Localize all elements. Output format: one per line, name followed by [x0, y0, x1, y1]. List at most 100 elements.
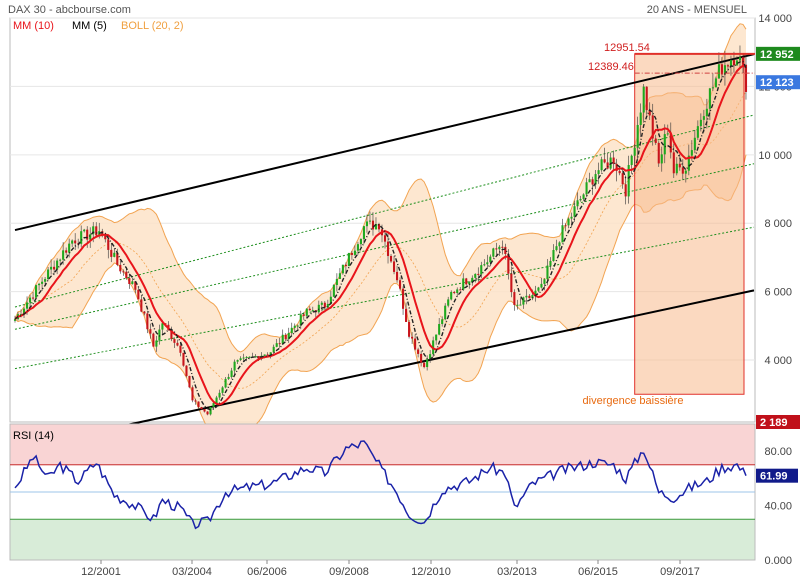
- candle-body: [38, 283, 41, 286]
- rsi-tick-label: 0.000: [764, 555, 792, 567]
- level-label: 12389.46: [588, 61, 634, 73]
- candle-body: [209, 406, 212, 415]
- candle-body: [143, 311, 146, 314]
- candle-body: [98, 231, 101, 236]
- candle-body: [627, 165, 630, 197]
- candle-body: [645, 86, 648, 111]
- candle-body: [411, 336, 414, 339]
- candle-body: [158, 329, 161, 341]
- candle-body: [639, 112, 642, 125]
- candle-body: [170, 330, 173, 340]
- candle-body: [230, 370, 233, 377]
- candle-body: [368, 220, 372, 222]
- candle-body: [374, 223, 378, 230]
- candle-body: [438, 323, 441, 335]
- candle-body: [501, 246, 504, 248]
- candle-body: [212, 403, 215, 407]
- candle-body: [323, 302, 326, 308]
- candle-body: [474, 273, 477, 278]
- price-tick-label: 10 000: [758, 150, 792, 162]
- candle-body: [441, 319, 444, 324]
- candle-body: [218, 392, 221, 398]
- candle-body: [155, 340, 158, 347]
- candle-body: [347, 252, 350, 267]
- price-levels: 12951.54 12389.46: [588, 42, 755, 74]
- candle-body: [383, 235, 387, 242]
- candle-body: [669, 133, 672, 153]
- legend-boll: BOLL (20, 2): [121, 20, 184, 32]
- candle-body: [690, 150, 693, 156]
- candle-body: [134, 281, 137, 290]
- x-tick-label: 03/2013: [497, 566, 537, 578]
- candle-body: [549, 260, 552, 266]
- candle-body: [389, 255, 393, 262]
- candle-body: [311, 310, 314, 312]
- x-tick-label: 06/2015: [578, 566, 618, 578]
- candle-body: [402, 288, 405, 309]
- price-tick-label: 8 000: [764, 218, 792, 230]
- rsi-tick-label: 80.00: [764, 446, 792, 458]
- candle-body: [744, 64, 748, 92]
- candle-body: [510, 273, 513, 293]
- candle-body: [119, 264, 122, 272]
- candle-body: [507, 253, 510, 274]
- candle-body: [660, 154, 663, 164]
- candle-body: [417, 349, 420, 354]
- candle-body: [83, 229, 86, 232]
- candle-body: [606, 162, 609, 169]
- candle-body: [678, 163, 681, 168]
- channel-line-dotted: [14, 114, 755, 308]
- channel-line-solid: [14, 53, 755, 232]
- candle-body: [456, 289, 459, 294]
- x-tick-label: 03/2004: [172, 566, 212, 578]
- price-tags: 12 952 12 123 2 189 61.99: [756, 46, 800, 483]
- rsi-line: [14, 440, 747, 530]
- candle-body: [705, 108, 708, 117]
- rsi-panel: [9, 423, 756, 561]
- candle-body: [666, 133, 669, 135]
- candle-body: [426, 359, 429, 368]
- price-tick-label: 14 000: [758, 13, 792, 25]
- candle-body: [128, 278, 131, 284]
- candle-body: [110, 249, 113, 257]
- candle-body: [699, 119, 702, 127]
- candle-body: [281, 334, 284, 344]
- candle-body: [447, 299, 450, 306]
- mm5-line: [14, 60, 747, 411]
- candle-body: [717, 64, 720, 79]
- candle-body: [519, 304, 522, 306]
- candle-body: [420, 353, 423, 363]
- candle-body: [332, 284, 335, 297]
- candle-body: [492, 248, 495, 257]
- candle-body: [59, 259, 62, 261]
- candle-body: [278, 343, 281, 345]
- candle-body: [429, 354, 432, 360]
- candle-body: [257, 356, 260, 359]
- candle-body: [299, 314, 302, 326]
- candle-body: [161, 323, 164, 330]
- candle-body: [663, 134, 666, 155]
- candle-body: [293, 325, 296, 328]
- candle-body: [200, 407, 203, 410]
- candle-body: [729, 60, 733, 67]
- candle-body: [305, 308, 308, 316]
- candle-body: [344, 264, 347, 267]
- candle-body: [726, 65, 729, 67]
- candle-body: [272, 346, 275, 353]
- candle-body: [68, 243, 71, 253]
- price-tag-label: 12 123: [760, 77, 794, 89]
- candle-body: [74, 240, 77, 244]
- candle-body: [540, 283, 543, 288]
- candle-body: [558, 242, 561, 247]
- candle-body: [657, 142, 660, 164]
- candle-body: [338, 273, 341, 279]
- candle-body: [522, 297, 525, 305]
- candle-body: [600, 159, 603, 171]
- candle-body: [227, 376, 230, 379]
- x-tick-label: 09/2017: [660, 566, 700, 578]
- price-tag-label: 12 952: [760, 49, 794, 61]
- candle-body: [182, 352, 185, 366]
- price-tag: [756, 46, 800, 61]
- candle-body: [341, 264, 344, 274]
